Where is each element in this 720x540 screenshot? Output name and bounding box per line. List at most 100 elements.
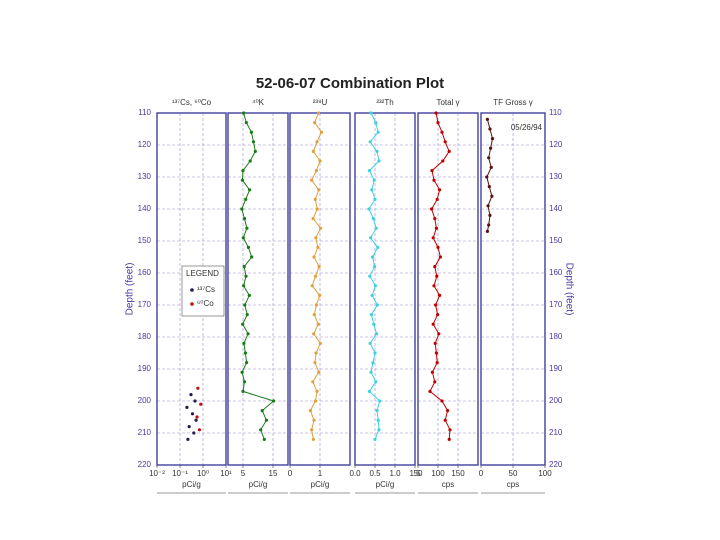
track-title: TF Gross γ: [493, 98, 533, 107]
data-point: [487, 185, 491, 189]
depth-tick-label: 150: [138, 236, 152, 245]
data-point: [436, 313, 440, 317]
data-point: [315, 207, 319, 211]
data-point: [318, 341, 322, 345]
data-point: [308, 409, 312, 413]
data-point: [264, 418, 268, 422]
x-axis-unit: pCi/g: [182, 480, 201, 489]
data-point: [251, 140, 256, 144]
data-point: [190, 412, 195, 416]
x-tick-label: 10⁻¹: [172, 469, 188, 478]
data-point: [312, 418, 316, 422]
depth-tick-label: 170: [549, 300, 563, 309]
legend-marker: [190, 288, 194, 292]
data-point: [310, 428, 314, 432]
data-point: [311, 217, 315, 221]
data-point: [311, 437, 315, 441]
data-point: [441, 159, 445, 163]
data-point: [195, 415, 199, 419]
x-axis-unit: pCi/g: [376, 480, 395, 489]
data-point: [438, 188, 442, 192]
data-point: [434, 226, 438, 230]
data-point: [245, 226, 249, 230]
legend-box: [181, 265, 225, 317]
data-point: [430, 169, 434, 173]
data-point: [313, 274, 318, 278]
depth-tick-label: 130: [138, 172, 152, 181]
depth-tick-label: 180: [549, 332, 563, 341]
data-point: [375, 149, 379, 153]
data-point: [438, 293, 442, 297]
data-point: [310, 178, 314, 182]
data-point: [372, 322, 376, 326]
data-point: [316, 111, 321, 115]
data-point: [377, 428, 381, 432]
data-point: [319, 226, 323, 230]
data-point: [240, 207, 244, 211]
depth-tick-label: 150: [549, 236, 563, 245]
data-point: [435, 274, 439, 278]
data-point: [249, 130, 253, 134]
data-point: [312, 255, 316, 259]
depth-tick-label: 210: [138, 428, 152, 437]
x-axis-unit: pCi/g: [249, 480, 268, 489]
data-point: [319, 130, 324, 134]
depth-tick-label: 190: [138, 364, 152, 373]
x-tick-label: 1.5: [409, 469, 421, 478]
data-point: [370, 293, 374, 297]
x-tick-label: 50: [509, 469, 518, 478]
data-point: [378, 399, 382, 403]
data-point: [434, 351, 438, 355]
data-point: [447, 437, 451, 441]
data-point: [447, 149, 451, 153]
depth-axis-title: Depth (feet): [563, 263, 574, 316]
depth-tick-label: 110: [549, 108, 562, 117]
data-point: [433, 217, 437, 221]
data-point: [315, 389, 319, 393]
data-point: [197, 428, 202, 432]
data-point: [374, 121, 378, 125]
data-point: [446, 409, 450, 413]
data-point: [241, 389, 245, 393]
data-point: [374, 226, 378, 230]
x-tick-label: 100: [538, 469, 552, 478]
data-point: [430, 207, 434, 211]
data-point: [196, 386, 200, 390]
data-point: [488, 213, 492, 217]
data-point: [368, 274, 372, 278]
x-tick-label: 15: [269, 469, 278, 478]
x-tick-label: 0.5: [369, 469, 381, 478]
data-point: [438, 255, 442, 259]
data-point: [246, 245, 250, 249]
x-tick-label: 0: [479, 469, 484, 478]
data-point: [244, 274, 248, 278]
data-point: [241, 236, 245, 240]
data-point: [310, 284, 314, 288]
data-point: [428, 389, 432, 393]
data-point: [431, 322, 435, 326]
depth-tick-label: 120: [549, 140, 563, 149]
data-point: [433, 341, 437, 345]
data-point: [242, 217, 247, 221]
data-point: [375, 409, 379, 413]
data-point: [487, 223, 491, 227]
data-point: [246, 332, 250, 336]
profile-line: [429, 112, 451, 440]
data-point: [485, 229, 489, 233]
x-tick-label: 10¹: [220, 469, 232, 478]
data-point: [434, 303, 438, 307]
data-point: [194, 418, 198, 422]
depth-tick-label: 120: [138, 140, 152, 149]
data-point: [317, 265, 321, 269]
track-frame: [417, 112, 479, 466]
data-point: [240, 178, 244, 182]
x-tick-label: 10⁰: [197, 469, 209, 478]
depth-tick-label: 180: [138, 332, 152, 341]
data-point: [253, 149, 257, 153]
depth-tick-label: 110: [138, 108, 151, 117]
data-point: [373, 265, 377, 269]
data-point: [318, 293, 322, 297]
depth-tick-label: 160: [549, 268, 563, 277]
data-point: [312, 332, 316, 336]
track-frame: [354, 112, 416, 466]
